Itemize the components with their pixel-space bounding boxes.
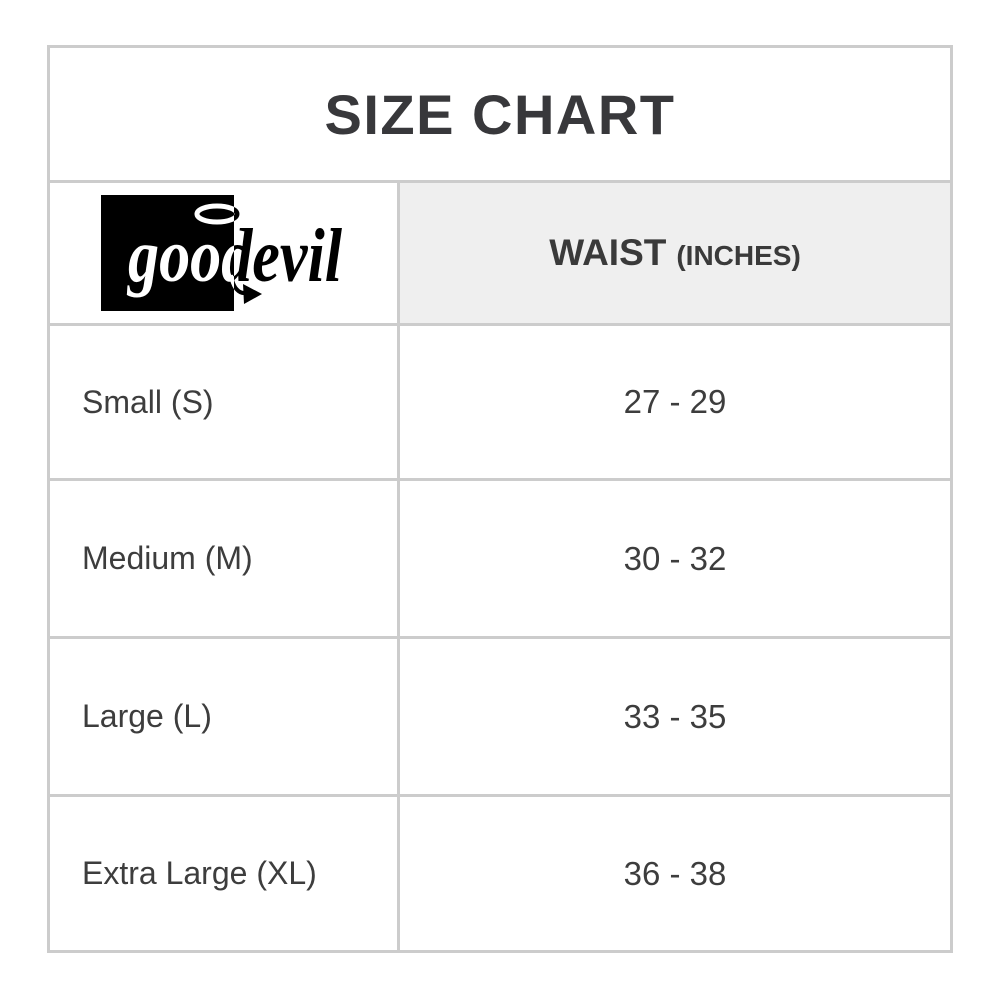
waist-value-small: 27 - 29 <box>400 326 950 478</box>
size-label-extra-large: Extra Large (XL) <box>50 797 397 950</box>
goodevil-logo-icon: goodevil <box>101 195 348 311</box>
waist-column-header: WAIST (INCHES) <box>400 183 950 323</box>
waist-label: WAIST <box>549 232 667 273</box>
brand-logo-cell: goodevil <box>50 183 397 323</box>
waist-value-large: 33 - 35 <box>400 639 950 794</box>
waist-header-text: WAIST (INCHES) <box>549 232 801 274</box>
waist-value-extra-large: 36 - 38 <box>400 797 950 950</box>
size-label-large: Large (L) <box>50 639 397 794</box>
waist-value-medium: 30 - 32 <box>400 481 950 636</box>
waist-unit-label: (INCHES) <box>676 240 801 271</box>
size-chart-table: SIZE CHART goodevil <box>47 45 953 953</box>
size-chart-title: SIZE CHART <box>50 48 950 180</box>
size-label-medium: Medium (M) <box>50 481 397 636</box>
size-label-small: Small (S) <box>50 326 397 478</box>
